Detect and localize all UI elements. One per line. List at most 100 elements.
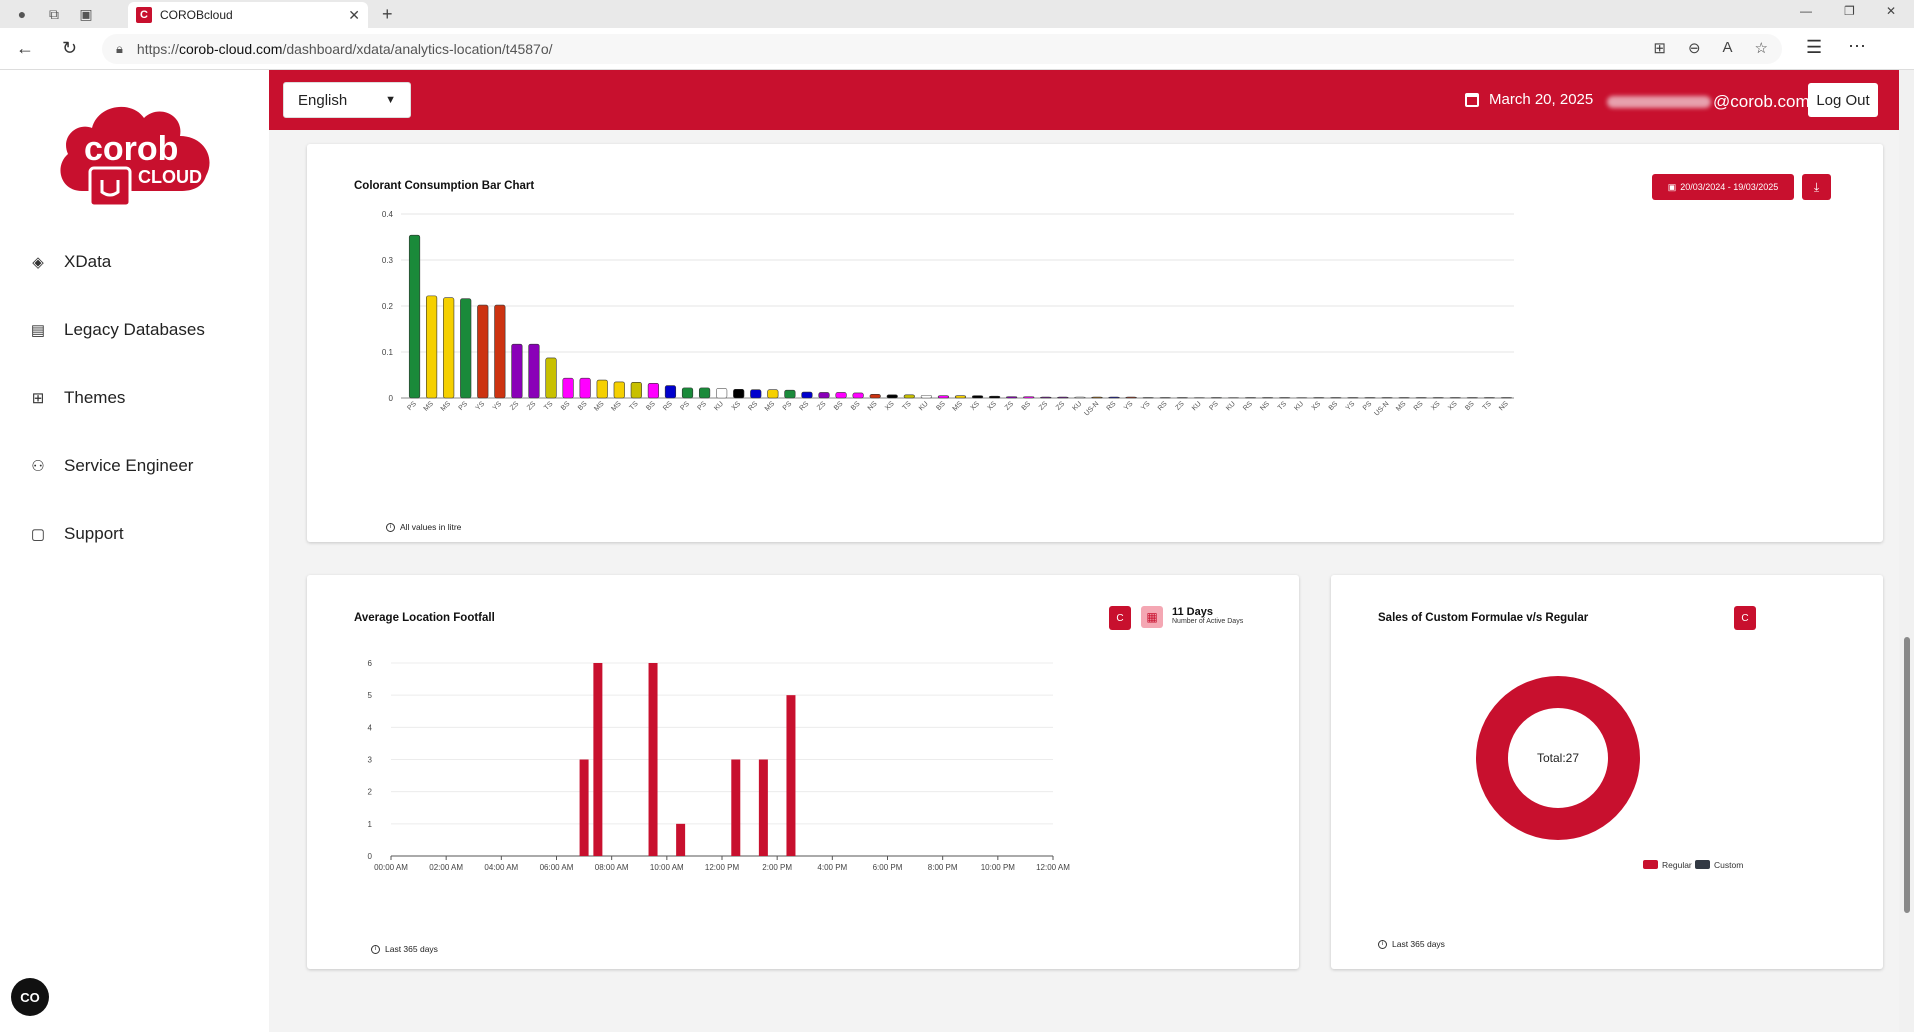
x-tick-label: YS <box>1345 400 1357 412</box>
minimize-icon[interactable]: — <box>1800 4 1812 18</box>
bar <box>1279 397 1291 399</box>
zoom-icon[interactable]: ⊖ <box>1687 40 1701 57</box>
info-icon: i <box>1378 939 1387 949</box>
bar <box>1244 397 1257 399</box>
legend-label: Custom <box>1714 860 1743 870</box>
favorites-icon[interactable]: ☰ <box>1806 37 1823 57</box>
bar <box>784 389 796 399</box>
bar <box>408 234 421 399</box>
x-tick-label: BS <box>850 400 862 412</box>
bar <box>716 388 728 399</box>
x-tick-label: TS <box>1277 400 1289 412</box>
bar <box>1330 397 1342 399</box>
read-aloud-icon[interactable]: A <box>1722 39 1733 56</box>
bar <box>579 377 591 399</box>
user-email: @corob.com <box>1607 92 1810 112</box>
table-icon: ▤ <box>30 322 46 339</box>
bar <box>647 382 659 399</box>
url-domain: corob-cloud.com <box>178 41 283 57</box>
x-tick-label: PS <box>1208 400 1220 412</box>
sidebar-item-service-engineer[interactable]: ⚇ Service Engineer <box>28 456 193 476</box>
x-tick-label: BS <box>645 400 657 412</box>
reset-chart-button[interactable]: C <box>1109 606 1131 630</box>
bar <box>477 304 489 399</box>
bar <box>1142 397 1154 399</box>
donut-slice <box>1476 676 1640 840</box>
bar <box>1006 396 1018 399</box>
scrollbar-thumb[interactable] <box>1904 637 1910 913</box>
sidebar-item-legacy-databases[interactable]: ▤ Legacy Databases <box>28 320 205 340</box>
calendar-icon: ▣ <box>1667 181 1677 192</box>
new-tab-icon[interactable]: + <box>382 4 393 24</box>
bar <box>1193 397 1205 399</box>
bar <box>1159 397 1171 399</box>
x-tick-label: XS <box>731 400 743 412</box>
footfall-bar <box>786 695 796 856</box>
x-tick-label: ZS <box>526 400 538 412</box>
tab-close-icon[interactable]: ✕ <box>348 6 360 23</box>
card-title: Sales of Custom Formulae v/s Regular <box>1378 612 1589 624</box>
bar <box>1125 396 1137 399</box>
reset-chart-button[interactable]: C <box>1734 606 1756 630</box>
y-tick-label: 1 <box>368 820 373 829</box>
y-tick-label: 2 <box>368 788 373 797</box>
x-tick-label: ZS <box>1055 400 1067 412</box>
bar <box>1381 397 1393 399</box>
x-tick-label: XS <box>986 400 998 412</box>
bar <box>869 394 881 399</box>
corob-favicon-icon: C <box>136 7 152 23</box>
calendar-icon <box>1465 92 1479 107</box>
active-days-label: Number of Active Days <box>1172 618 1244 625</box>
footfall-bar <box>579 759 589 856</box>
download-button[interactable]: ⤓ <box>1802 174 1831 200</box>
bar <box>920 394 932 399</box>
footnote-text: Last 365 days <box>385 944 438 954</box>
sidebar-item-label: XData <box>64 252 112 271</box>
profile-icon[interactable]: ● <box>17 6 27 22</box>
x-tick-label: RS <box>747 400 759 412</box>
favorite-star-icon[interactable]: ☆ <box>1754 40 1768 57</box>
x-tick-label: BS <box>833 400 845 412</box>
x-tick-label: KU <box>713 400 725 412</box>
language-select[interactable]: English ▼ <box>283 82 411 118</box>
x-tick-label: 10:00 AM <box>650 863 684 872</box>
corob-cloud-logo[interactable]: corob CLOUD <box>54 96 218 208</box>
x-tick-label: US-N <box>1373 400 1390 417</box>
back-icon[interactable]: ← <box>16 38 34 58</box>
date-range-button[interactable]: ▣ 20/03/2024 - 19/03/2025 <box>1652 174 1794 200</box>
chevron-down-icon: ▼ <box>385 94 396 106</box>
x-tick-label: RS <box>1242 400 1254 412</box>
bar <box>1262 397 1274 399</box>
x-tick-label: KU <box>1072 400 1084 412</box>
consumption-footnote: i All values in litre <box>386 522 461 532</box>
x-tick-label: RS <box>1413 400 1425 412</box>
window-close-icon[interactable]: ✕ <box>1886 4 1897 18</box>
bar <box>1296 397 1308 399</box>
sales-card: Sales of Custom Formulae v/s Regular C T… <box>1331 575 1883 969</box>
bar <box>750 389 762 399</box>
page-scrollbar[interactable] <box>1899 70 1914 1032</box>
app-install-icon[interactable]: ⊞ <box>1653 40 1666 57</box>
bar <box>664 385 677 399</box>
cookie-consent-button[interactable]: CO <box>11 978 49 1016</box>
url-field[interactable]: 🔒︎ https://corob-cloud.com/dashboard/xda… <box>102 34 1782 64</box>
sidebar-item-support[interactable]: ▢ Support <box>28 524 124 544</box>
logout-button[interactable]: Log Out <box>1808 83 1878 117</box>
tab-actions-icon[interactable]: ▣ <box>79 5 93 22</box>
x-tick-label: ZS <box>1174 400 1186 412</box>
bar <box>1074 396 1086 399</box>
workspaces-icon[interactable]: ⧉ <box>49 5 59 22</box>
sidebar-item-xdata[interactable]: ◈ XData <box>28 252 111 272</box>
bar <box>511 343 523 399</box>
donut-center-label: Total:27 <box>1537 751 1579 765</box>
browser-tab[interactable]: C COROBcloud ✕ <box>128 2 368 28</box>
sidebar-item-themes[interactable]: ⊞ Themes <box>28 388 126 408</box>
x-tick-label: BS <box>1464 400 1476 412</box>
x-tick-label: 8:00 PM <box>928 863 958 872</box>
refresh-icon[interactable]: ↻ <box>62 38 78 58</box>
x-tick-label: ZS <box>816 400 828 412</box>
bar <box>1415 397 1427 399</box>
more-menu-icon[interactable]: ⋯ <box>1848 36 1866 56</box>
restore-icon[interactable]: ❐ <box>1844 4 1855 18</box>
header-date-text: March 20, 2025 <box>1489 91 1594 108</box>
